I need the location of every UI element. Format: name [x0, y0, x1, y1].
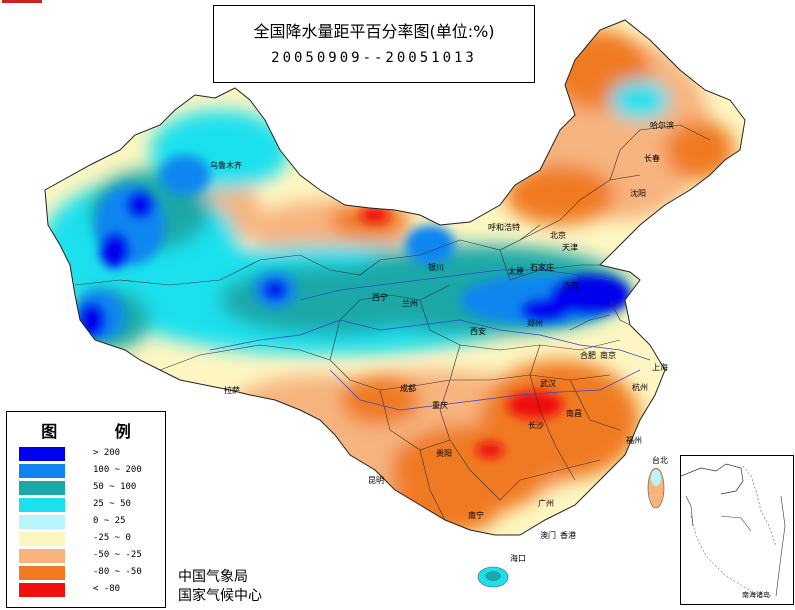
city-label: 呼和浩特	[488, 223, 520, 232]
city-label: 武汉	[540, 379, 556, 388]
legend-swatch	[19, 481, 65, 495]
legend-label: 50 ~ 100	[93, 482, 137, 492]
city-label: 合肥	[580, 351, 596, 360]
legend-swatch	[19, 498, 65, 512]
city-label: 西安	[470, 327, 486, 336]
city-label: 海口	[510, 554, 526, 563]
anomaly-fields	[45, 30, 735, 535]
title-box: 全国降水量距平百分率图(单位:%) 20050909--20051013	[213, 5, 535, 83]
city-label: 乌鲁木齐	[210, 161, 242, 170]
legend-swatch	[19, 447, 65, 461]
agency-line-2: 国家气候中心	[178, 588, 262, 604]
legend-item: 25 ~ 50	[15, 498, 165, 513]
legend-item: > 200	[15, 447, 165, 462]
legend-label: 25 ~ 50	[93, 499, 131, 509]
city-label: 北京	[550, 231, 566, 240]
city-label: 成都	[400, 384, 416, 393]
south-china-sea-inset	[680, 455, 794, 605]
city-label: 银川	[428, 263, 444, 272]
city-label: 澳门	[540, 531, 556, 540]
city-label: 香港	[560, 531, 576, 540]
china-border	[44, 19, 746, 536]
city-label: 济南	[562, 281, 578, 290]
legend: 图 例 > 200 100 ~ 200 50 ~ 100 25 ~ 50 0 ~…	[6, 411, 166, 608]
city-label: 昆明	[368, 476, 384, 485]
legend-swatch	[19, 549, 65, 563]
legend-item: -50 ~ -25	[15, 549, 165, 564]
city-label: 福州	[626, 436, 642, 445]
legend-item: -25 ~ 0	[15, 532, 165, 547]
legend-label: 100 ~ 200	[93, 465, 142, 475]
corner-mark	[2, 0, 42, 3]
inset-map	[680, 463, 786, 597]
legend-label: < -80	[93, 584, 121, 594]
city-label: 拉萨	[224, 386, 240, 395]
legend-label: -50 ~ -25	[93, 550, 142, 560]
legend-swatch	[19, 515, 65, 529]
city-label: 贵阳	[436, 449, 452, 458]
agency-line-1: 中国气象局	[178, 569, 248, 585]
city-label: 南昌	[566, 409, 582, 418]
legend-swatch	[19, 566, 65, 580]
city-label: 南宁	[468, 511, 484, 520]
legend-label: > 200	[93, 448, 121, 458]
city-label: 南京	[600, 351, 616, 360]
islands	[477, 467, 665, 588]
city-label: 太原	[508, 267, 524, 276]
city-label: 沈阳	[630, 189, 646, 198]
legend-label: -25 ~ 0	[93, 533, 131, 543]
legend-label: 0 ~ 25	[93, 516, 126, 526]
province-boundaries	[74, 124, 711, 521]
legend-swatch	[19, 464, 65, 478]
legend-swatch	[19, 583, 65, 597]
city-label: 广州	[538, 499, 554, 508]
city-label: 台北	[652, 456, 668, 465]
city-label: 上海	[652, 363, 668, 372]
city-label: 哈尔滨	[650, 121, 674, 130]
city-label: 重庆	[432, 401, 448, 410]
city-label: 长春	[644, 154, 660, 163]
legend-label: -80 ~ -50	[93, 567, 142, 577]
legend-item: -80 ~ -50	[15, 566, 165, 581]
rivers	[209, 269, 651, 411]
legend-title: 图 例	[41, 422, 157, 441]
inset-label: 南海诸岛	[742, 590, 770, 600]
legend-item: 100 ~ 200	[15, 464, 165, 479]
city-label: 兰州	[402, 299, 418, 308]
legend-swatch	[19, 532, 65, 546]
city-label: 西宁	[372, 293, 388, 302]
city-label: 杭州	[632, 383, 648, 392]
legend-item: 50 ~ 100	[15, 481, 165, 496]
date-range: 20050909--20051013	[271, 50, 477, 66]
city-label: 石家庄	[530, 263, 554, 272]
city-label: 长沙	[528, 421, 544, 430]
city-label: 郑州	[527, 319, 543, 328]
map-title: 全国降水量距平百分率图(单位:%)	[253, 22, 495, 41]
legend-item: 0 ~ 25	[15, 515, 165, 530]
legend-item: < -80	[15, 583, 165, 598]
city-label: 天津	[562, 243, 578, 252]
